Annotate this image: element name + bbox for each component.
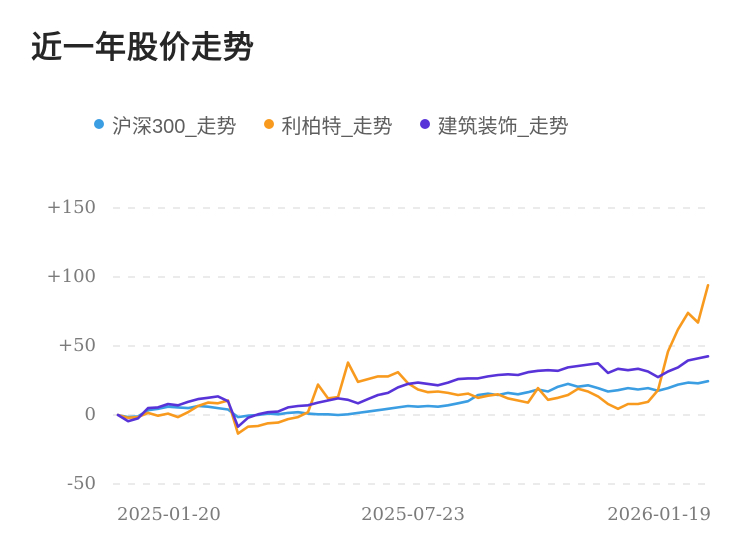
y-tick-label: 0: [84, 404, 96, 425]
series-line-沪深300_走势: [116, 379, 710, 419]
legend-item-沪深300_走势[interactable]: 沪深300_走势: [94, 110, 237, 139]
y-tick-label: +100: [46, 266, 96, 287]
legend-item-利柏特_走势[interactable]: 利柏特_走势: [263, 110, 393, 139]
x-axis: 2025-01-20 2025-07-23 2026-01-19: [113, 504, 713, 528]
series-line-建筑装饰_走势: [116, 355, 710, 428]
plot-area: [113, 207, 713, 485]
legend-dot-icon: [419, 119, 430, 129]
legend-label: 建筑装饰_走势: [437, 115, 569, 138]
legend-label: 利柏特_走势: [281, 115, 393, 138]
y-tick-label: +150: [46, 197, 96, 218]
legend-dot-icon: [263, 119, 274, 129]
y-axis: +150 +100 +50 0 -50: [18, 0, 96, 558]
page-title: 近一年股价走势: [31, 30, 255, 65]
legend-label: 沪深300_走势: [112, 115, 237, 138]
y-tick-label: -50: [67, 473, 96, 494]
legend-dot-icon: [94, 119, 104, 129]
legend: 沪深300_走势 利柏特_走势 建筑装饰_走势: [94, 110, 569, 139]
x-tick-label: 2025-01-20: [117, 504, 221, 525]
series-line-利柏特_走势: [116, 284, 710, 435]
legend-item-建筑装饰_走势[interactable]: 建筑装饰_走势: [419, 110, 569, 139]
y-tick-label: +50: [58, 335, 96, 356]
x-tick-label: 2025-07-23: [361, 504, 465, 525]
x-tick-label: 2026-01-19: [607, 504, 711, 525]
